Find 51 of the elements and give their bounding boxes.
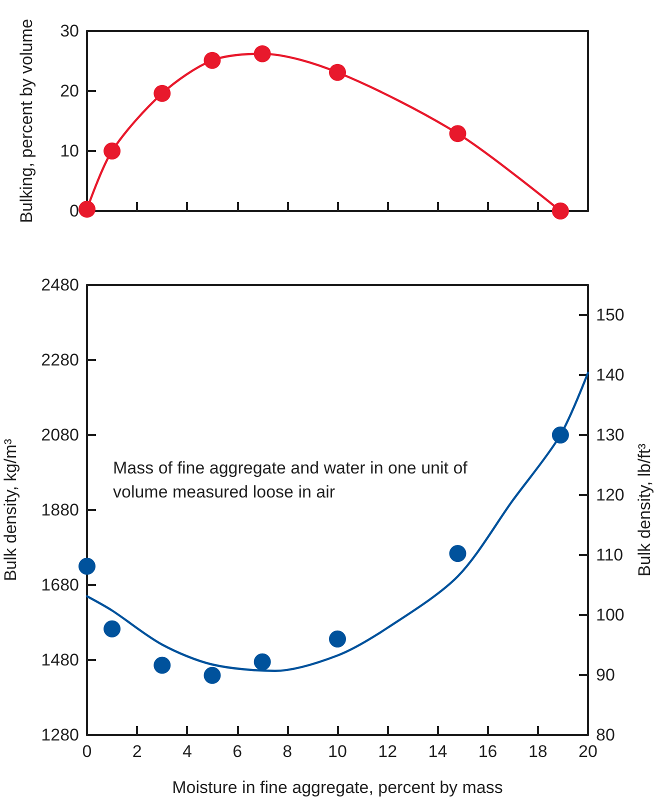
point [204, 52, 221, 69]
y-tick-label: 1280 [41, 726, 79, 744]
point [78, 200, 96, 218]
point [78, 558, 96, 575]
y-tick-label: 2480 [41, 276, 79, 294]
point [329, 64, 346, 81]
point [154, 84, 171, 102]
point [204, 666, 221, 684]
y2-tick-label: 120 [596, 486, 624, 504]
y-tick-label: 2280 [41, 350, 79, 370]
y2-tick-label: 90 [596, 666, 615, 684]
x-tick-label: 8 [282, 742, 292, 761]
x-tick-label: 14 [428, 742, 448, 761]
y2-tick-label: 110 [596, 546, 624, 564]
y-tick-label: 1480 [41, 650, 79, 670]
point [254, 653, 271, 670]
y2-axis-title: Bulk density, lb/ft³ [635, 443, 654, 576]
y2-tick-label: 140 [596, 366, 624, 384]
x-tick-label: 2 [132, 742, 142, 761]
y2-tick-label: 130 [596, 426, 624, 444]
y-tick-label: 10 [60, 142, 79, 160]
y2-tick-label: 80 [596, 726, 615, 744]
y-tick-label: 0 [70, 202, 79, 220]
point [104, 620, 121, 638]
y-tick-label: 20 [60, 82, 79, 100]
point [329, 630, 346, 648]
point [449, 125, 466, 142]
x-tick-label: 10 [328, 742, 347, 761]
y-axis-title: Bulk density, kg/m³ [1, 438, 20, 582]
x-tick-label: 20 [578, 742, 598, 761]
x-tick-label: 4 [182, 742, 192, 761]
point [552, 426, 569, 444]
x-tick-label: 18 [528, 742, 548, 761]
y-tick-label: 1680 [41, 576, 79, 594]
x-tick-label: 6 [232, 742, 242, 761]
point [449, 545, 466, 562]
y2-tick-label: 150 [596, 306, 624, 324]
y-tick-label: 2080 [41, 426, 79, 444]
x-tick-label: 12 [378, 742, 398, 761]
x-axis-title: Moisture in fine aggregate, percent by mass [172, 778, 503, 797]
y-tick-label: 1880 [41, 500, 79, 520]
point [104, 142, 121, 160]
x-tick-label: 16 [478, 742, 498, 761]
point [154, 656, 171, 674]
annotation: Mass of fine aggregate and water in one unit of volume measured loose in air [113, 458, 472, 502]
x-tick-label: 0 [82, 742, 92, 761]
y-tick-label: 30 [60, 22, 79, 40]
y2-tick-label: 100 [596, 606, 624, 624]
point [552, 202, 569, 220]
y-axis-title: Bulking, percent by volume [17, 18, 36, 224]
point [254, 45, 271, 62]
